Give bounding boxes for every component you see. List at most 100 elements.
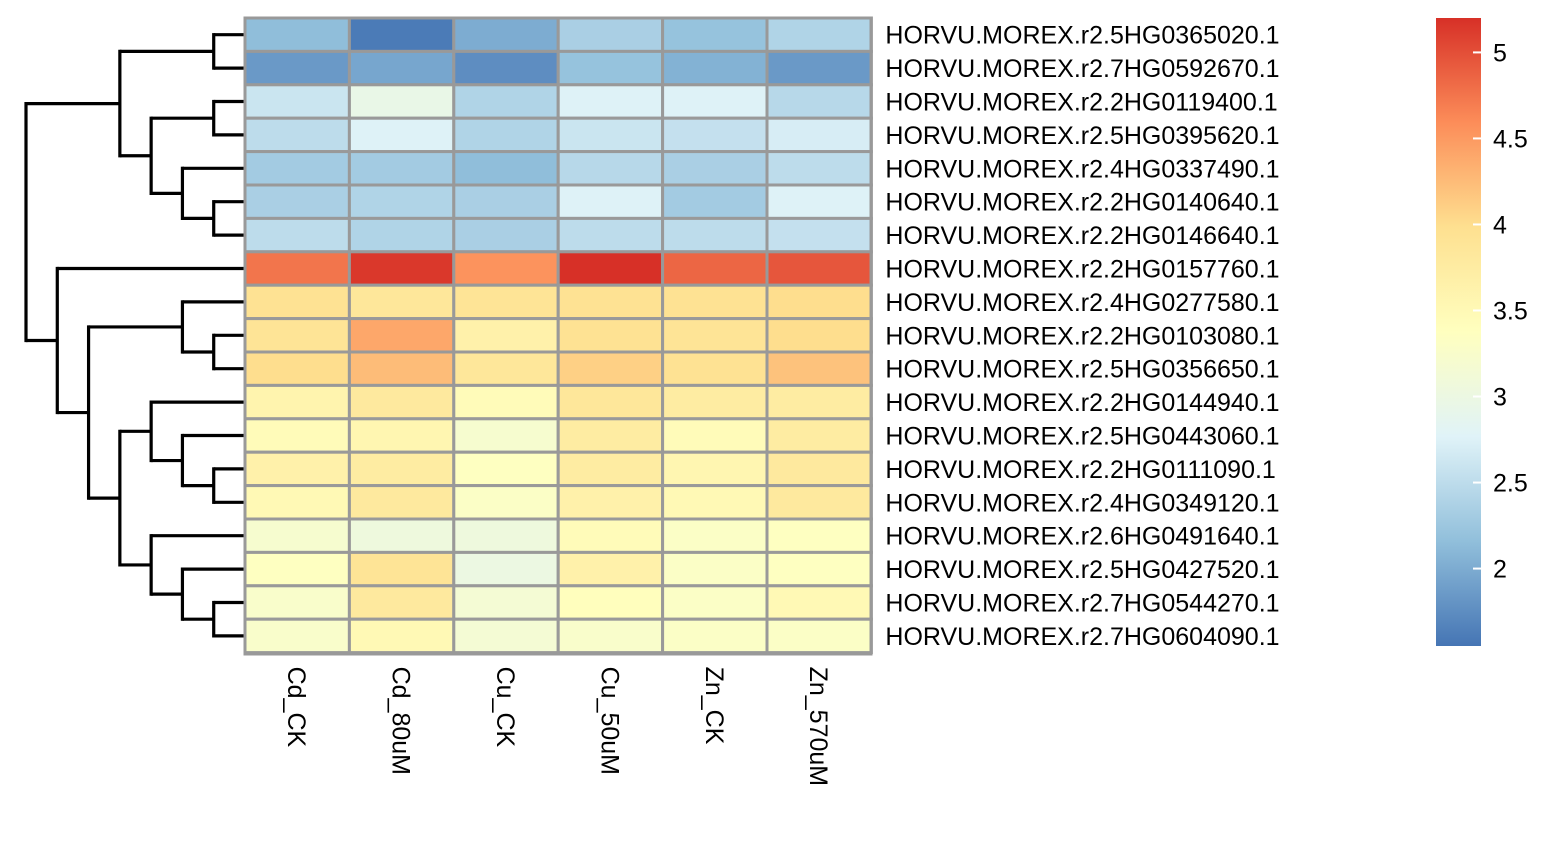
row-label: HORVU.MOREX.r2.5HG0427520.1: [885, 556, 1279, 584]
heatmap-cell: [347, 283, 456, 321]
heatmap-cell: [347, 216, 456, 254]
heatmap-cell: [243, 49, 351, 87]
row-label: HORVU.MOREX.r2.5HG0443060.1: [885, 423, 1279, 451]
heatmap-cell: [765, 350, 873, 387]
heatmap-cell: [452, 584, 560, 621]
heatmap-cell: [765, 550, 873, 588]
heatmap-cell: [243, 216, 351, 254]
heatmap-cell: [452, 617, 560, 655]
color-legend: 2 2.5 3 3.5 4 4.5 5: [1436, 18, 1528, 646]
heatmap-cell: [347, 116, 456, 154]
heatmap-cell: [452, 216, 560, 254]
heatmap-cell: [661, 617, 769, 655]
heatmap-cell: [765, 183, 873, 220]
heatmap-cell: [347, 317, 456, 354]
heatmap-cell: [661, 517, 769, 554]
heatmap-cell: [347, 450, 456, 488]
row-label: HORVU.MOREX.r2.5HG0356650.1: [885, 356, 1279, 384]
row-dendrogram: [24, 33, 245, 638]
heatmap-cell: [243, 283, 351, 321]
heatmap-cells: [243, 16, 873, 655]
heatmap-cell: [765, 584, 873, 621]
heatmap-cell: [661, 116, 769, 154]
row-label: HORVU.MOREX.r2.4HG0349120.1: [885, 489, 1279, 517]
heatmap-cell: [765, 417, 873, 454]
row-label: HORVU.MOREX.r2.7HG0592670.1: [885, 55, 1279, 83]
heatmap-cell: [243, 317, 351, 354]
heatmap-cell: [765, 617, 873, 655]
heatmap-cell: [661, 350, 769, 387]
legend-tick-label: 4.5: [1493, 125, 1528, 153]
heatmap-cell: [661, 417, 769, 454]
heatmap-cell: [243, 150, 351, 187]
heatmap-cell: [661, 283, 769, 321]
heatmap-cell: [556, 350, 665, 387]
heatmap-cell: [347, 517, 456, 554]
heatmap-cell: [661, 383, 769, 421]
heatmap-cell: [347, 617, 456, 655]
row-label: HORVU.MOREX.r2.2HG0111090.1: [885, 456, 1275, 484]
color-legend-bar: [1436, 18, 1481, 646]
heatmap-cell: [556, 550, 665, 588]
row-label: HORVU.MOREX.r2.2HG0146640.1: [885, 222, 1279, 250]
heatmap-cell: [556, 584, 665, 621]
heatmap-cell: [661, 584, 769, 621]
heatmap-cell: [347, 383, 456, 421]
heatmap-cell: [243, 550, 351, 588]
heatmap-cell: [765, 484, 873, 521]
heatmap-cell: [243, 116, 351, 154]
heatmap-cell: [661, 450, 769, 488]
heatmap-cell: [347, 49, 456, 87]
heatmap-cell: [347, 550, 456, 588]
column-label: Zn_CK: [700, 667, 728, 745]
row-label: HORVU.MOREX.r2.4HG0277580.1: [885, 289, 1279, 317]
heatmap-cell: [661, 150, 769, 187]
heatmap-cell: [556, 450, 665, 488]
heatmap-cell: [243, 417, 351, 454]
heatmap-cell: [556, 216, 665, 254]
heatmap-cell: [452, 150, 560, 187]
legend-tick-label: 4: [1493, 211, 1507, 239]
heatmap-cell: [556, 317, 665, 354]
heatmap-cell: [243, 83, 351, 120]
heatmap-cell: [347, 183, 456, 220]
row-labels: HORVU.MOREX.r2.5HG0365020.1 HORVU.MOREX.r…: [885, 22, 1279, 651]
heatmap-cell: [452, 183, 560, 220]
heatmap-cell: [661, 484, 769, 521]
row-label: HORVU.MOREX.r2.2HG0144940.1: [885, 389, 1279, 417]
heatmap-cell: [243, 383, 351, 421]
heatmap-cell: [556, 250, 665, 287]
heatmap-cell: [661, 216, 769, 254]
heatmap-cell: [243, 584, 351, 621]
heatmap-cell: [661, 250, 769, 287]
row-label: HORVU.MOREX.r2.2HG0157760.1: [885, 256, 1279, 284]
row-label: HORVU.MOREX.r2.6HG0491640.1: [885, 523, 1279, 551]
legend-tick-label: 3.5: [1493, 297, 1528, 325]
heatmap-cell: [243, 350, 351, 387]
heatmap-cell: [347, 83, 456, 120]
legend-tick-label: 5: [1493, 39, 1507, 67]
heatmap-cell: [765, 83, 873, 120]
heatmap-cell: [243, 484, 351, 521]
column-labels: Cd_CK Cd_80uM Cu_CK Cu_50uM Zn_CK Zn_570uM: [282, 667, 832, 787]
heatmap-cell: [765, 317, 873, 354]
heatmap-cell: [452, 450, 560, 488]
row-label: HORVU.MOREX.r2.7HG0544270.1: [885, 590, 1279, 618]
heatmap-cell: [556, 116, 665, 154]
heatmap-cell: [452, 317, 560, 354]
heatmap-cell: [765, 517, 873, 554]
heatmap-cell: [452, 417, 560, 454]
legend-tick-label: 3: [1493, 384, 1507, 412]
legend-tick-label: 2: [1493, 556, 1507, 584]
heatmap-cell: [556, 183, 665, 220]
heatmap-cell: [347, 417, 456, 454]
heatmap-cell: [556, 83, 665, 120]
heatmap-cell: [452, 550, 560, 588]
color-legend-ticks: 2 2.5 3 3.5 4 4.5 5: [1473, 39, 1528, 584]
heatmap-cell: [556, 49, 665, 87]
heatmap-cell: [556, 417, 665, 454]
heatmap-cell: [452, 116, 560, 154]
heatmap-cell: [452, 83, 560, 120]
heatmap-cell: [661, 83, 769, 120]
